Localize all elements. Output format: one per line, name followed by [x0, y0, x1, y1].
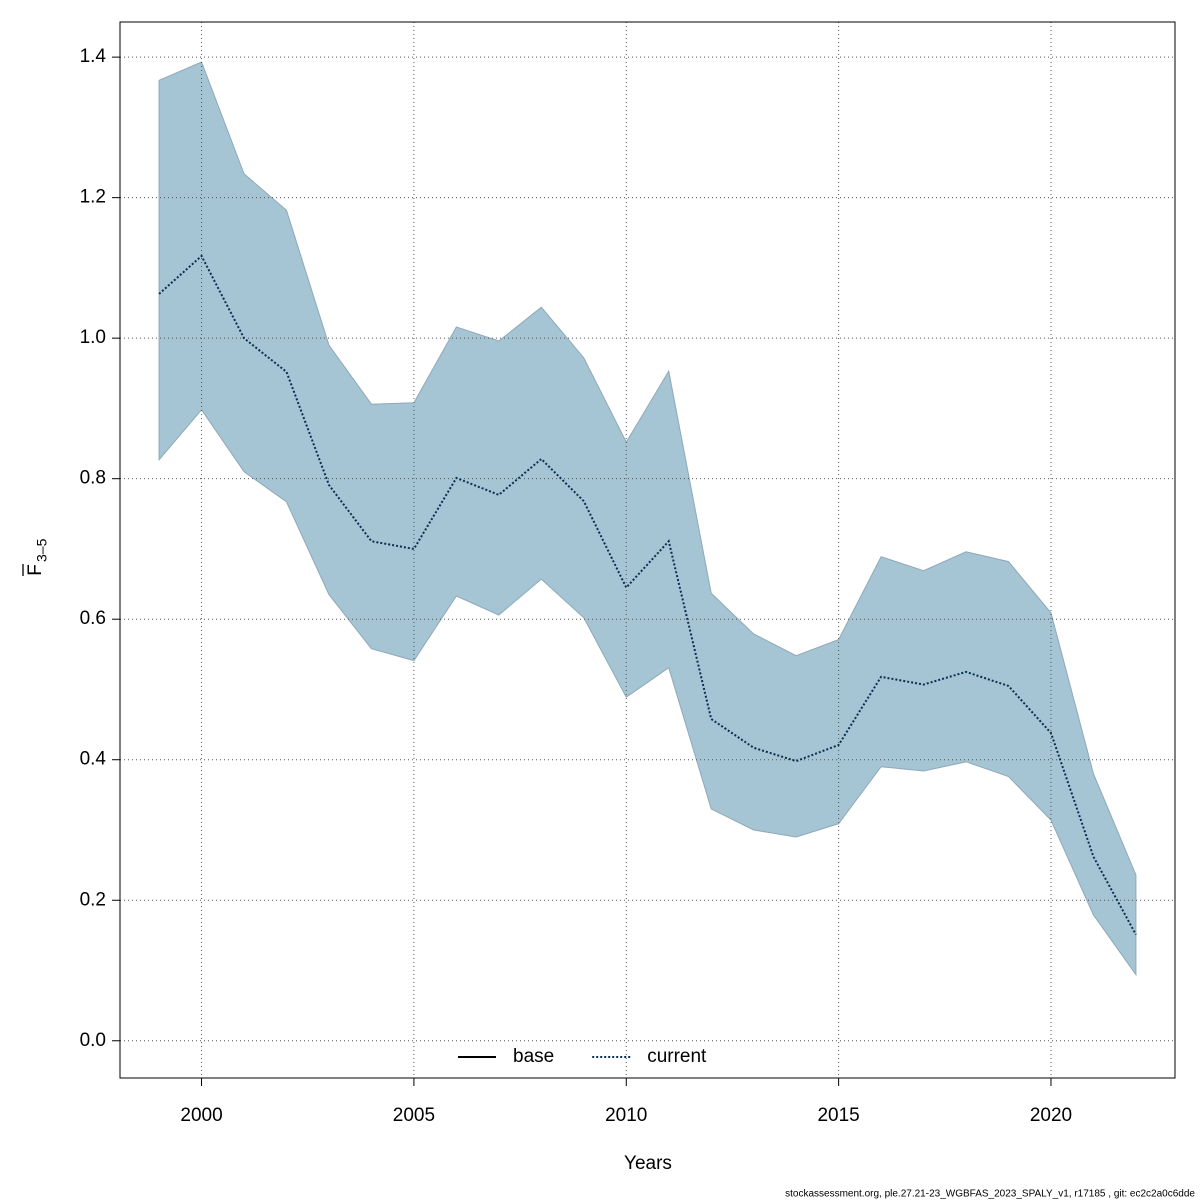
legend-label: current — [647, 1046, 707, 1067]
x-tick-label: 2015 — [817, 1105, 859, 1126]
y-axis-label-subscript: 3–5 — [34, 538, 50, 562]
y-tick-label: 1.4 — [80, 46, 107, 67]
x-axis-label: Years — [624, 1153, 672, 1174]
x-tick-label: 2020 — [1030, 1105, 1072, 1126]
y-tick-label: 0.0 — [80, 1030, 106, 1051]
confidence-band — [158, 61, 1137, 977]
y-tick-label: 0.6 — [80, 608, 106, 629]
y-axis-label: F — [25, 564, 46, 576]
x-tick-label: 2000 — [180, 1105, 222, 1126]
y-axis-label-group: F 3–5 — [22, 538, 50, 576]
legend-label: base — [513, 1046, 554, 1067]
data-line — [158, 254, 1137, 936]
footer: stockassessment.org, ple.27.21-23_WGBFAS… — [785, 1189, 1195, 1200]
y-tick-label: 1.0 — [80, 327, 106, 348]
x-tick-label: 2010 — [605, 1105, 647, 1126]
y-tick-label: 0.2 — [80, 889, 106, 910]
y-tick-label: 1.2 — [80, 187, 106, 208]
plot-frame — [119, 21, 1176, 1079]
x-tick-label: 2005 — [393, 1105, 435, 1126]
y-tick-label: 0.4 — [80, 749, 107, 770]
y-tick-label: 0.8 — [80, 468, 106, 489]
